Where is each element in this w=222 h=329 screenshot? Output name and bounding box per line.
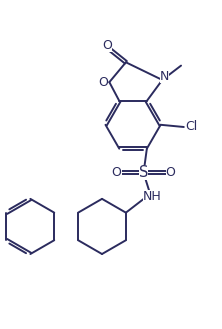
Text: NH: NH (143, 190, 162, 203)
Text: O: O (98, 76, 108, 89)
Text: O: O (166, 166, 175, 179)
Text: S: S (139, 165, 148, 180)
Text: Cl: Cl (185, 120, 198, 134)
Text: N: N (160, 70, 169, 83)
Text: O: O (112, 166, 122, 179)
Text: O: O (102, 39, 112, 52)
